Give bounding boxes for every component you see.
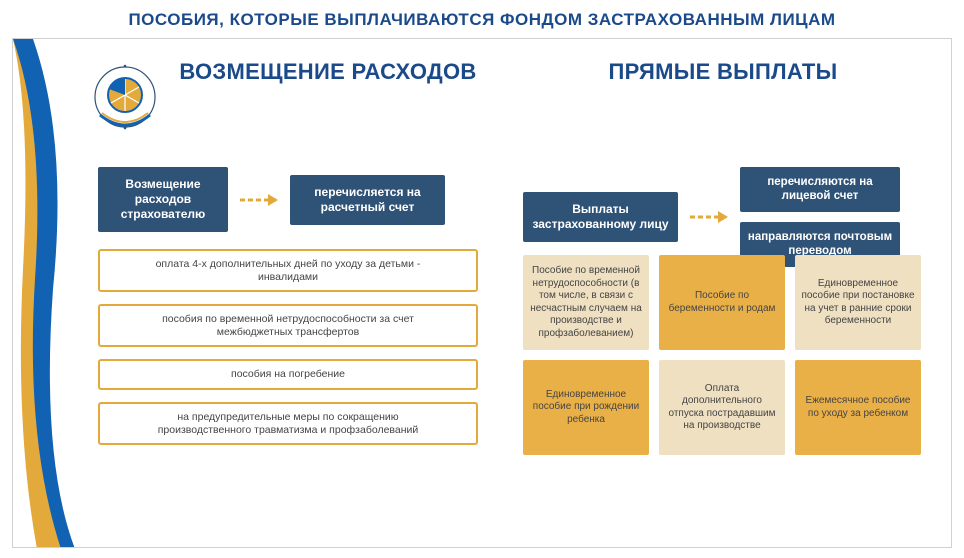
benefit-card: Оплата дополнительного отпуска пострадав…	[659, 360, 785, 455]
page-title: ПОСОБИЯ, КОТОРЫЕ ВЫПЛАЧИВАЮТСЯ ФОНДОМ ЗА…	[0, 0, 964, 38]
benefit-card: Ежемесячное пособие по уходу за ребенком	[795, 360, 921, 455]
left-column-header: ВОЗМЕЩЕНИЕ РАСХОДОВ	[178, 59, 478, 84]
right-flow-target-1: перечисляются на лицевой счет	[740, 167, 900, 212]
left-item-list: оплата 4-х дополнительных дней по уходу …	[98, 249, 478, 445]
arrow-right-icon	[688, 207, 730, 227]
benefit-card: Пособие по временной нетрудоспособности …	[523, 255, 649, 350]
list-item: оплата 4-х дополнительных дней по уходу …	[98, 249, 478, 292]
left-flow-source: Возмещение расходов страхователю	[98, 167, 228, 232]
slide-frame: ВОЗМЕЩЕНИЕ РАСХОДОВ ПРЯМЫЕ ВЫПЛАТЫ Возме…	[12, 38, 952, 548]
right-column-header: ПРЯМЫЕ ВЫПЛАТЫ	[523, 59, 923, 84]
right-flow-targets: перечисляются на лицевой счет направляют…	[740, 167, 900, 267]
right-card-grid: Пособие по временной нетрудоспособности …	[523, 255, 921, 455]
arrow-right-icon	[238, 190, 280, 210]
right-flow-source: Выплаты застрахованному лицу	[523, 192, 678, 242]
right-flow: Выплаты застрахованному лицу перечисляют…	[523, 167, 900, 267]
left-flow-target: перечисляется на расчетный счет	[290, 175, 445, 225]
decorative-stripe	[13, 39, 75, 547]
benefit-card: Пособие по беременности и родам	[659, 255, 785, 350]
left-column-title: ВОЗМЕЩЕНИЕ РАСХОДОВ	[178, 59, 478, 84]
right-column-title: ПРЯМЫЕ ВЫПЛАТЫ	[523, 59, 923, 84]
benefit-card: Единовременное пособие при рождении ребе…	[523, 360, 649, 455]
list-item: пособия на погребение	[98, 359, 478, 390]
list-item: пособия по временной нетрудоспособности …	[98, 304, 478, 347]
left-flow: Возмещение расходов страхователю перечис…	[98, 167, 445, 232]
fss-emblem-icon	[85, 57, 165, 137]
list-item: на предупредительные меры по сокращению …	[98, 402, 478, 445]
benefit-card: Единовременное пособие при постановке на…	[795, 255, 921, 350]
